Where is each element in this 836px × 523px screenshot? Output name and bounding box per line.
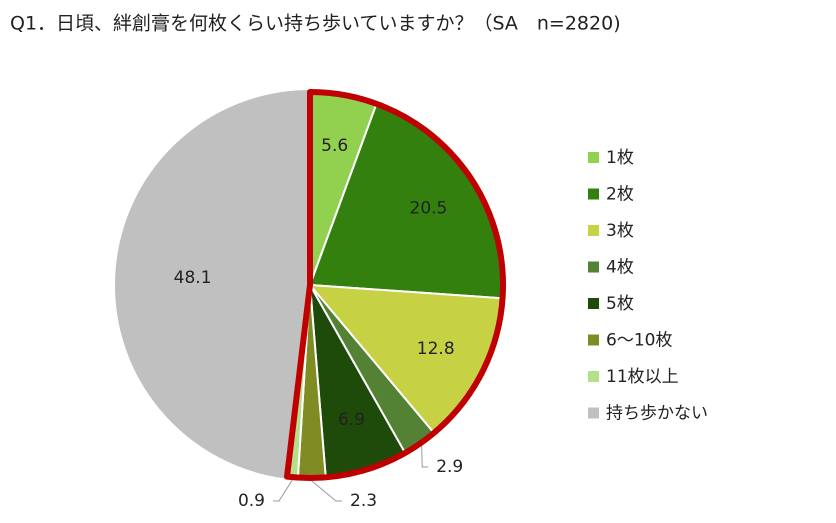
legend-label: 1枚: [606, 148, 634, 168]
legend-swatch: [588, 298, 599, 309]
legend-label: 4枚: [606, 258, 634, 278]
data-label: 5.6: [321, 136, 348, 156]
data-label: 48.1: [174, 268, 212, 288]
legend-swatch: [588, 371, 599, 382]
data-label: 12.8: [417, 339, 455, 359]
legend-label: 2枚: [606, 185, 634, 205]
leader-line: [421, 446, 429, 468]
legend-label: 11枚以上: [606, 367, 679, 387]
legend-swatch: [588, 334, 599, 346]
legend-swatch: [588, 152, 599, 163]
legend-swatch: [588, 188, 599, 200]
legend-label: 5枚: [606, 294, 634, 314]
data-label: 6.9: [338, 410, 365, 430]
leader-line: [273, 479, 293, 502]
legend-swatch: [588, 407, 599, 419]
legend-label: 持ち歩かない: [606, 404, 708, 424]
leader-line: [311, 480, 342, 502]
legend-label: 6～10枚: [606, 331, 672, 351]
legend-swatch: [588, 261, 599, 273]
pie-slice: [113, 87, 311, 481]
chart-title: Q1．日頃、絆創膏を何枚くらい持ち歩いていますか？（SA n=2820): [10, 12, 621, 35]
legend-label: 3枚: [606, 221, 634, 241]
legend-swatch: [588, 225, 599, 236]
data-label: 2.9: [436, 457, 463, 477]
data-label: 20.5: [410, 198, 448, 218]
data-label: 2.3: [350, 491, 377, 511]
data-label: 0.9: [238, 491, 265, 511]
highlight-outline: [284, 89, 506, 481]
